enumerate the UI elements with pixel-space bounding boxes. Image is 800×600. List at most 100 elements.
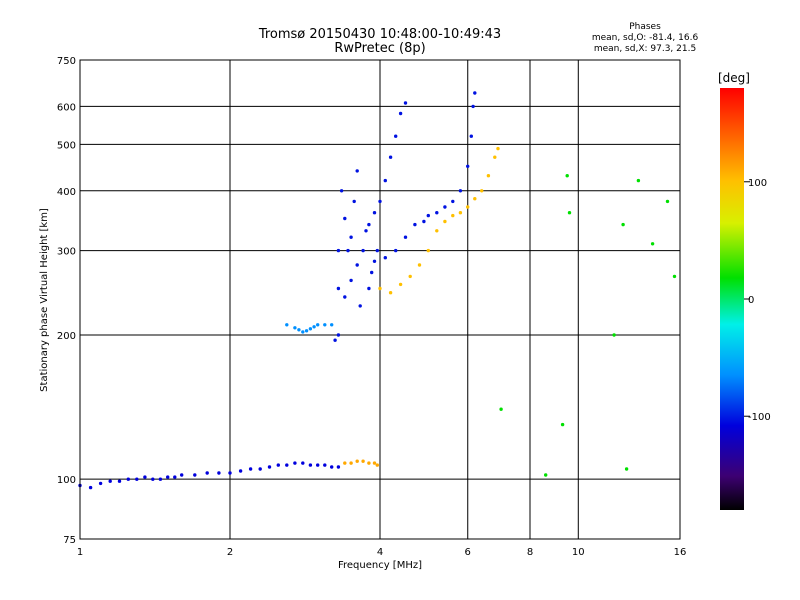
- data-point: [336, 248, 341, 253]
- data-point: [403, 235, 408, 239]
- data-point: [403, 101, 408, 105]
- data-point: [443, 205, 447, 209]
- stats-heading: Phases: [629, 22, 661, 32]
- data-point: [375, 463, 379, 467]
- data-point: [417, 263, 422, 267]
- data-point: [367, 286, 371, 291]
- data-point: [88, 485, 93, 490]
- data-point: [426, 213, 430, 218]
- data-point: [355, 169, 359, 173]
- data-point: [372, 461, 377, 465]
- data-point: [248, 467, 253, 471]
- data-point: [293, 461, 297, 465]
- data-point: [143, 475, 147, 479]
- data-point: [394, 248, 398, 253]
- data-point: [346, 248, 350, 253]
- data-points: [78, 91, 677, 490]
- data-point: [316, 463, 320, 467]
- data-point: [126, 477, 130, 481]
- data-point: [372, 259, 377, 263]
- data-point: [343, 295, 347, 299]
- data-point: [650, 242, 655, 246]
- data-point: [408, 274, 412, 279]
- data-point: [316, 323, 320, 327]
- data-point: [398, 282, 403, 287]
- data-point: [499, 407, 503, 411]
- data-point: [451, 213, 455, 218]
- y-tick-label: 75: [63, 535, 76, 546]
- data-point: [358, 304, 362, 308]
- data-point: [383, 178, 387, 183]
- data-point: [435, 229, 439, 233]
- data-point: [108, 479, 112, 483]
- data-point: [473, 197, 477, 201]
- colorbar-tick-label: 0: [748, 295, 754, 306]
- data-point: [151, 477, 155, 481]
- plot-frame: [79, 59, 681, 540]
- data-point: [349, 235, 353, 239]
- data-point: [258, 467, 262, 471]
- data-point: [158, 477, 163, 481]
- data-point: [370, 270, 374, 275]
- data-point: [458, 189, 463, 193]
- data-point: [469, 134, 473, 138]
- data-point: [471, 104, 475, 109]
- data-point: [367, 461, 371, 465]
- data-point: [493, 155, 497, 159]
- data-point: [135, 477, 139, 481]
- data-point: [361, 248, 365, 253]
- x-tick-label: 10: [572, 547, 585, 558]
- data-point: [330, 323, 334, 327]
- x-tick-label: 1: [77, 547, 83, 558]
- data-point: [466, 164, 470, 168]
- colorbar-tick-label: 100: [748, 178, 767, 189]
- data-point: [343, 216, 347, 221]
- colorbar: [720, 88, 744, 510]
- data-point: [383, 256, 387, 260]
- data-point: [367, 222, 371, 227]
- data-point: [636, 178, 641, 183]
- data-point: [333, 338, 337, 342]
- data-point: [364, 229, 368, 233]
- data-point: [285, 323, 289, 327]
- data-point: [323, 323, 327, 327]
- data-point: [388, 155, 393, 159]
- data-point: [267, 465, 272, 469]
- data-point: [349, 461, 353, 465]
- y-tick-label: 500: [57, 140, 76, 151]
- data-point: [665, 199, 670, 204]
- data-point: [443, 219, 447, 224]
- y-tick-label: 600: [57, 102, 76, 113]
- stats-x-line: mean, sd,X: 97.3, 21.5: [593, 44, 697, 54]
- data-point: [343, 461, 347, 465]
- data-point: [426, 248, 430, 253]
- data-point: [375, 248, 379, 253]
- data-point: [621, 222, 625, 227]
- x-tick-label: 4: [377, 547, 383, 558]
- data-point: [293, 326, 297, 330]
- data-point: [560, 422, 565, 427]
- data-point: [301, 330, 305, 334]
- data-point: [217, 471, 221, 475]
- y-tick-label: 300: [57, 247, 76, 258]
- colorbar-ticks: 100 0 -100: [744, 178, 771, 423]
- data-point: [117, 479, 122, 483]
- colorbar-label: [deg]: [718, 71, 750, 85]
- data-point: [312, 325, 316, 329]
- data-point: [339, 189, 344, 193]
- data-point: [205, 471, 209, 475]
- data-point: [166, 475, 170, 479]
- y-tick-label: 100: [57, 475, 76, 486]
- data-point: [480, 189, 484, 193]
- y-axis-label: Stationary phase Virtual Height [km]: [39, 208, 50, 392]
- data-point: [612, 333, 616, 337]
- data-point: [451, 199, 455, 204]
- y-axis: 75 100 200 300 400 500 600 750: [57, 56, 76, 546]
- data-point: [193, 473, 197, 477]
- data-point: [352, 199, 356, 204]
- data-point: [413, 222, 417, 227]
- y-tick-label: 200: [57, 331, 76, 342]
- chart-subtitle: RwPretec (8p): [334, 41, 426, 56]
- colorbar-tick-label: -100: [748, 412, 771, 423]
- data-point: [238, 469, 243, 473]
